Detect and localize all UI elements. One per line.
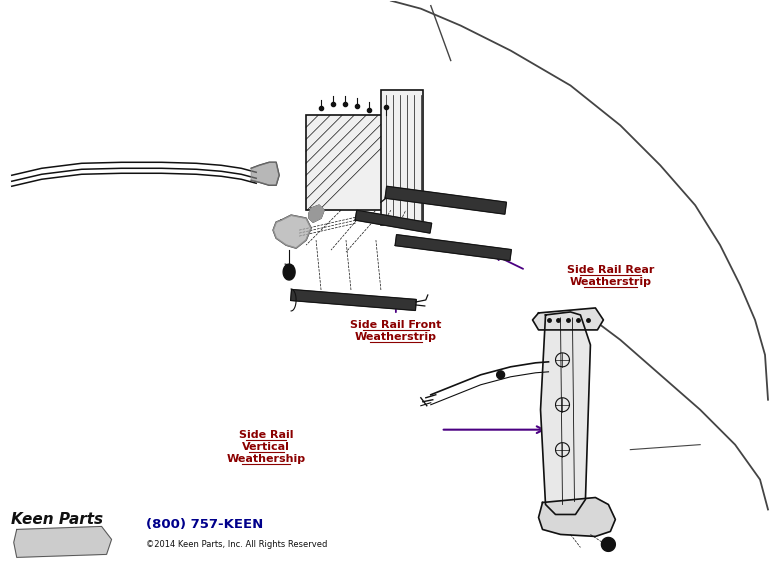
Text: Vertical: Vertical: [243, 442, 290, 452]
Polygon shape: [14, 526, 112, 558]
Polygon shape: [497, 371, 504, 379]
Text: Side Rail Rear: Side Rail Rear: [567, 265, 654, 275]
Polygon shape: [355, 210, 432, 233]
Bar: [381, 90, 423, 225]
Text: Side Rail: Side Rail: [239, 430, 293, 439]
Polygon shape: [541, 312, 591, 515]
Polygon shape: [385, 186, 507, 214]
Text: Weatherstrip: Weatherstrip: [569, 277, 651, 287]
Polygon shape: [251, 162, 280, 185]
Text: (800) 757-KEEN: (800) 757-KEEN: [146, 518, 263, 531]
Polygon shape: [309, 205, 324, 222]
Polygon shape: [283, 264, 295, 280]
Polygon shape: [601, 537, 615, 551]
Text: Weathership: Weathership: [226, 453, 306, 464]
Polygon shape: [533, 308, 604, 330]
Bar: [306, 115, 396, 210]
Text: Side Rail Front: Side Rail Front: [350, 320, 441, 330]
Text: Weatherstrip: Weatherstrip: [355, 332, 437, 342]
Polygon shape: [273, 215, 311, 248]
Text: ©2014 Keen Parts, Inc. All Rights Reserved: ©2014 Keen Parts, Inc. All Rights Reserv…: [146, 540, 328, 549]
Polygon shape: [291, 290, 417, 310]
Polygon shape: [395, 234, 511, 261]
Text: Keen Parts: Keen Parts: [11, 512, 102, 527]
Polygon shape: [538, 497, 615, 536]
